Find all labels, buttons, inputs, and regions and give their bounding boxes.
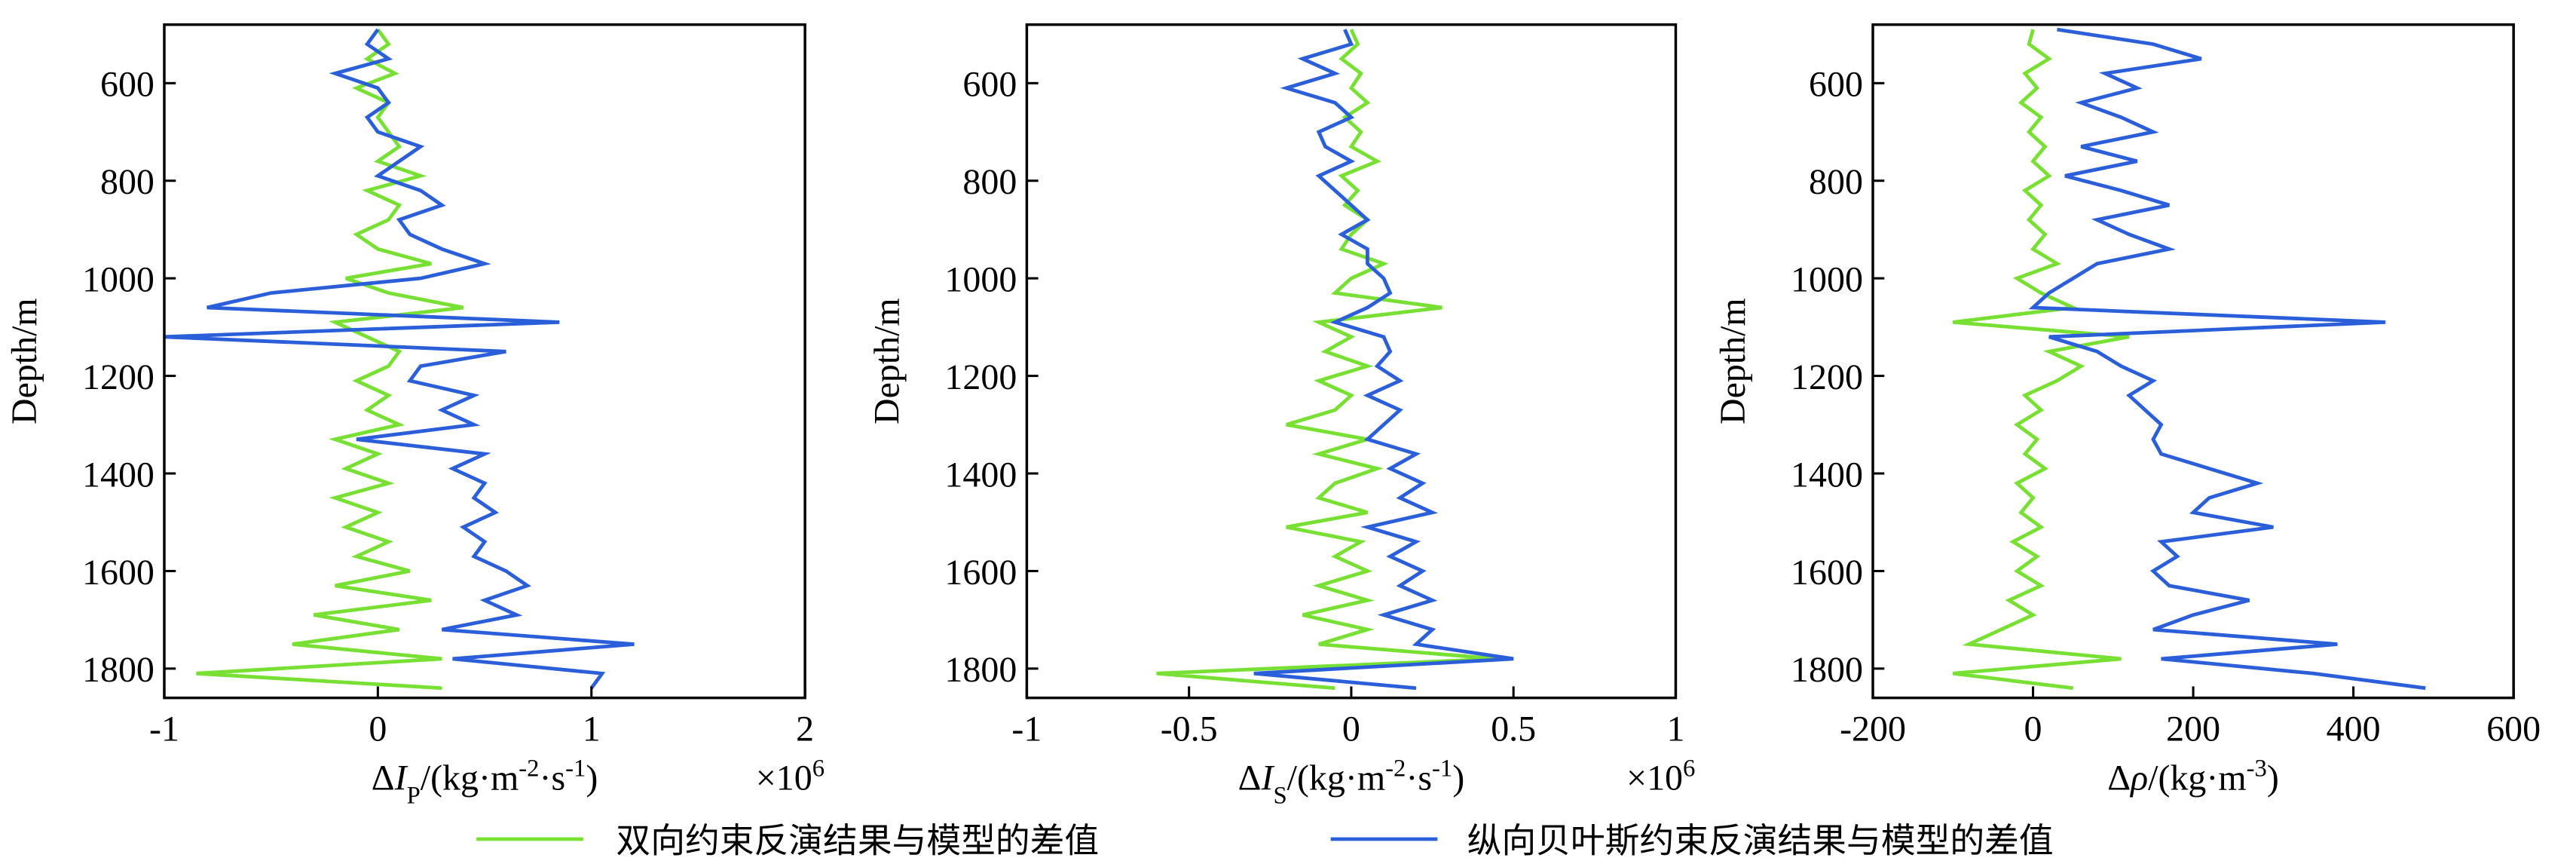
label-part: P [407,783,421,810]
panel: 600 800 1000 1200 1400 1600 1800 -1 0 1 2 Depth/m ΔI… [5,23,825,810]
y-tick-label: 1200 [944,357,1017,397]
x-multiplier: ×106 [1626,755,1695,798]
y-axis-label: Depth/m [1713,298,1753,424]
x-axis-label: ΔIS/(kg·m-2·s-1) [1238,755,1465,810]
x-tick-label: 200 [2166,709,2220,749]
label-part: -1 [565,755,586,783]
x-tick-label: -1 [1011,709,1042,749]
label-part: -3 [2247,755,2267,783]
y-tick-label: 1800 [82,650,154,690]
y-tick-label: 1000 [1791,260,1863,300]
axes-frame [1871,23,2515,700]
label-part: /(kg·m [1287,758,1385,798]
x-tick-label: 400 [2327,709,2381,749]
x-tick-label: 1 [1666,709,1684,749]
panel: 600 800 1000 1200 1400 1600 1800 -1 -0.5 0 0.5 1 Dep… [867,23,1695,810]
y-tick-label: 1400 [82,455,154,495]
data-line [1953,29,2130,691]
y-tick-label: 1600 [82,553,154,593]
data-line [1253,29,1514,691]
label-part: -2 [519,755,539,783]
y-tick-label: 800 [962,162,1017,202]
label-part: ) [586,758,598,798]
y-tick-label: 1800 [944,650,1017,690]
label-part: /(kg·m [421,758,519,798]
label-part: ·s [539,758,565,798]
label-part: ) [2267,758,2279,798]
panel: 600 800 1000 1200 1400 1600 1800 -200 0 200 400 600… [1713,23,2541,798]
y-tick-label: 1200 [82,357,154,397]
y-axis-label: Depth/m [5,298,44,424]
x-tick-label: 0 [1342,709,1360,749]
label-part: 6 [812,755,825,783]
x-tick-label: -200 [1840,709,1906,749]
label-part: I [1260,758,1274,798]
y-axis-label: Depth/m [867,298,907,424]
y-tick-label: 1800 [1791,650,1863,690]
y-tick-label: 1400 [944,455,1017,495]
label-part: ρ [2129,758,2148,798]
label-part: -2 [1385,755,1406,783]
label-part: 6 [1683,755,1695,783]
label-part: ·s [1406,758,1432,798]
y-tick-label: 1000 [82,260,154,300]
axes-frame [163,23,806,700]
x-multiplier: ×106 [756,755,825,798]
x-tick-label: -1 [149,709,179,749]
label-part: ×10 [756,758,812,798]
y-tick-label: 1600 [1791,553,1863,593]
data-line [196,28,464,691]
label-part: Δ [1238,758,1262,798]
x-tick-label: 0.5 [1491,709,1536,749]
label-part: -1 [1432,755,1452,783]
legend-label: 纵向贝叶斯约束反演结果与模型的差值 [1467,820,2054,860]
x-tick-label: 1 [583,709,601,749]
x-tick-label: 600 [2486,709,2541,749]
legend-label: 双向约束反演结果与模型的差值 [616,820,1099,860]
x-axis-label: Δρ/(kg·m-3) [2107,755,2279,798]
label-part: I [394,758,408,798]
y-tick-label: 1000 [944,260,1017,300]
label-part: ×10 [1626,758,1683,798]
y-tick-label: 600 [100,65,154,105]
y-tick-label: 600 [1809,65,1863,105]
x-tick-label: 2 [796,709,814,749]
data-line [1156,29,1498,691]
y-tick-label: 600 [962,65,1017,105]
data-line [2028,27,2426,691]
data-line [164,28,635,690]
y-tick-label: 1600 [944,553,1017,593]
x-axis-label: ΔIP/(kg·m-2·s-1) [372,755,598,810]
x-tick-label: 0 [369,709,387,749]
label-part: Δ [372,758,395,798]
label-part: /(kg·m [2148,758,2246,798]
label-part: ) [1452,758,1464,798]
x-tick-label: -0.5 [1161,709,1218,749]
y-tick-label: 800 [1809,162,1863,202]
label-part: Δ [2107,758,2131,798]
label-part: S [1273,783,1286,810]
y-tick-label: 800 [100,162,154,202]
x-tick-label: 0 [2024,709,2042,749]
y-tick-label: 1200 [1791,357,1863,397]
y-tick-label: 1400 [1791,455,1863,495]
